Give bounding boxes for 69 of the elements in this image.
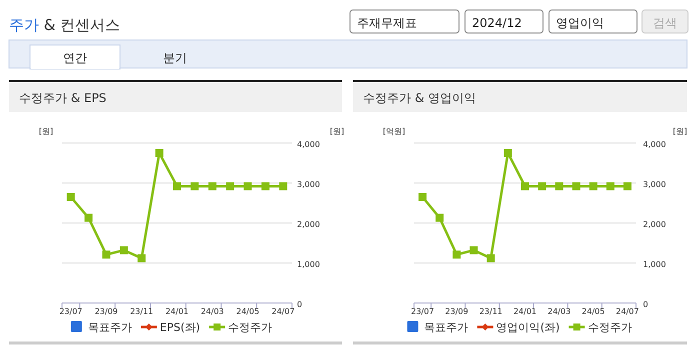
- y2-tick-label: 0: [643, 300, 648, 309]
- point: [173, 182, 181, 190]
- point: [244, 182, 252, 190]
- y2-tick-label: 1,000: [643, 260, 666, 269]
- point: [572, 182, 580, 190]
- legend-label: 목표주가: [88, 321, 132, 334]
- point: [470, 246, 478, 254]
- y2-tick-label: 3,000: [297, 180, 320, 189]
- legend-label: 영업이익(좌): [496, 321, 560, 334]
- text: 검색: [653, 16, 677, 30]
- y2-tick-label: 1,000: [297, 260, 320, 269]
- point: [138, 254, 146, 262]
- x-tick-label: 24/03: [548, 307, 571, 316]
- y2-axis-title: [원]: [330, 127, 344, 136]
- y2-tick-label: 4,000: [297, 140, 320, 149]
- text: 주가 & 컨센서스: [9, 16, 120, 34]
- text: 영업이익: [556, 16, 604, 30]
- x-tick-label: 24/01: [165, 307, 189, 316]
- x-tick-label: 23/11: [130, 307, 154, 316]
- point: [418, 193, 427, 201]
- point: [208, 182, 216, 190]
- x-tick-label: 24/05: [236, 307, 260, 316]
- text: 주재무제표: [357, 16, 417, 30]
- x-tick-label: 24/03: [200, 307, 224, 316]
- y-axis-title: [원]: [38, 127, 54, 136]
- point: [190, 182, 199, 190]
- text: 2024/12: [472, 16, 522, 30]
- point: [538, 182, 546, 190]
- point: [84, 214, 93, 222]
- point: [623, 182, 632, 190]
- x-tick-label: 24/01: [513, 307, 537, 316]
- point: [452, 250, 461, 259]
- point: [436, 214, 444, 222]
- y2-tick-label: 4,000: [643, 140, 666, 149]
- point: [66, 193, 75, 201]
- x-tick-label: 23/11: [479, 307, 502, 316]
- chart-title: 수정주가 & 영업이익: [363, 91, 476, 105]
- y2-axis-title: [원]: [672, 127, 688, 136]
- legend-label: 수정주가: [228, 321, 272, 334]
- legend-label: EPS(좌): [160, 321, 200, 334]
- x-tick-label: 24/07: [616, 307, 639, 316]
- point: [226, 182, 234, 190]
- x-tick-label: 23/07: [411, 307, 434, 316]
- x-tick-label: 24/05: [582, 307, 605, 316]
- point: [589, 182, 598, 190]
- legend-label: 목표주가: [424, 321, 468, 334]
- y-axis-title: [억원]: [382, 127, 406, 136]
- point: [102, 250, 110, 259]
- point: [555, 182, 564, 190]
- point: [521, 182, 529, 190]
- point: [120, 246, 128, 254]
- point: [155, 149, 164, 157]
- chart-title: 수정주가 & EPS: [19, 91, 106, 105]
- point: [486, 254, 495, 262]
- point: [261, 182, 270, 190]
- y2-tick-label: 3,000: [643, 180, 666, 189]
- legend-label: 수정주가: [588, 321, 632, 334]
- text: 연간: [63, 51, 87, 65]
- text: 분기: [163, 51, 187, 65]
- point: [606, 182, 614, 190]
- point: [279, 182, 288, 190]
- y2-tick-label: 2,000: [297, 220, 320, 229]
- y2-tick-label: 2,000: [643, 220, 666, 229]
- x-tick-label: 23/09: [445, 307, 468, 316]
- x-tick-label: 23/09: [94, 307, 118, 316]
- x-tick-label: 24/07: [272, 307, 295, 316]
- point: [504, 149, 512, 157]
- x-tick-label: 23/07: [59, 307, 82, 316]
- y2-tick-label: 0: [297, 300, 302, 309]
